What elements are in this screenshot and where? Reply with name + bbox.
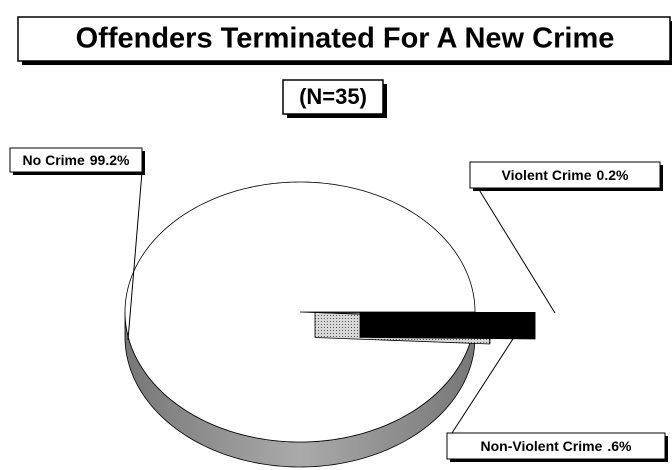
label-box (469, 161, 661, 189)
leader-line (477, 187, 556, 314)
slice-label: Non-Violent Crime .6% (481, 438, 633, 454)
slice (124, 181, 476, 443)
category-label: No Crime (23, 152, 85, 168)
label-box (446, 432, 666, 460)
chart-title: Offenders Terminated For A New Crime (76, 23, 615, 55)
title-box (17, 16, 671, 62)
chart-subtitle: (N=35) (299, 84, 367, 109)
category-label: Non-Violent Crime (481, 438, 603, 454)
labels: No Crime 99.2% Violent Crime 0.2% Non-Violen… (9, 147, 668, 462)
label-box (9, 147, 143, 173)
category-label: Violent Crime (502, 167, 592, 183)
pie (124, 181, 536, 468)
value-label: 0.2% (597, 167, 629, 183)
leader-line (451, 324, 523, 434)
slice-label: No Crime 99.2% (23, 152, 130, 168)
slice (359, 311, 536, 315)
value-label: .6% (607, 438, 632, 454)
subtitle-box (282, 79, 384, 115)
leader-line (127, 171, 143, 341)
slice-side (359, 311, 536, 340)
value-label: 99.2% (90, 152, 130, 168)
slice-label: Violent Crime 0.2% (502, 167, 629, 183)
